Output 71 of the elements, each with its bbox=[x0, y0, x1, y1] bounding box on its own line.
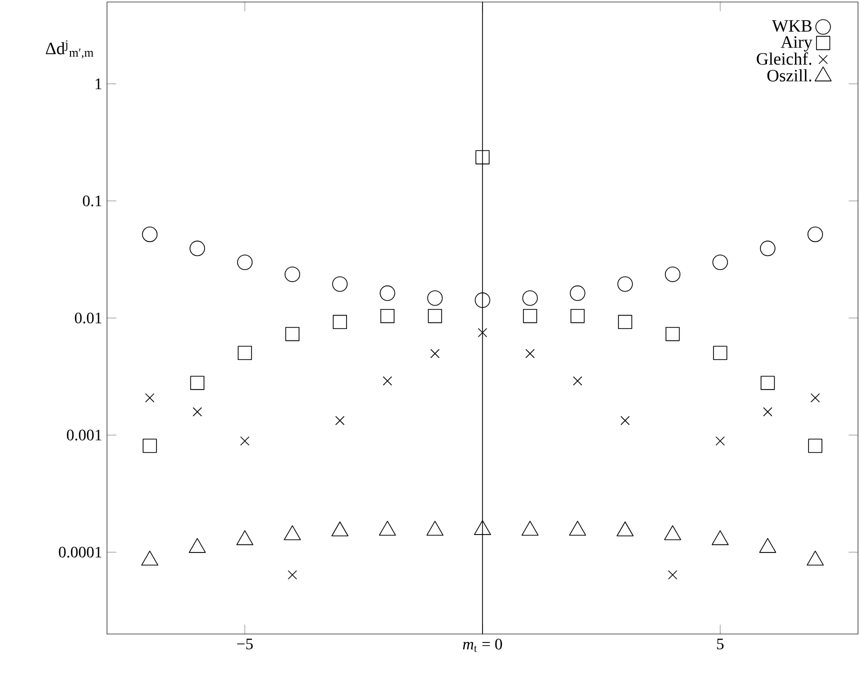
point bbox=[284, 266, 300, 282]
point bbox=[190, 240, 206, 256]
point bbox=[331, 521, 348, 536]
y-tick-label: 0.1 bbox=[82, 195, 102, 206]
point bbox=[142, 226, 158, 242]
point bbox=[664, 525, 682, 540]
point bbox=[190, 376, 204, 390]
point bbox=[806, 550, 824, 566]
point bbox=[570, 285, 586, 301]
point bbox=[145, 393, 154, 402]
point bbox=[522, 520, 539, 536]
legend-label: Airy bbox=[780, 36, 812, 52]
point bbox=[569, 520, 586, 536]
point bbox=[426, 520, 444, 536]
point bbox=[474, 520, 491, 535]
point bbox=[141, 550, 158, 566]
point bbox=[712, 530, 729, 546]
point bbox=[332, 314, 347, 330]
point bbox=[570, 308, 585, 324]
point bbox=[763, 407, 772, 416]
point bbox=[237, 254, 253, 270]
point bbox=[188, 538, 206, 553]
y-tick-label: 0.001 bbox=[66, 430, 102, 441]
point bbox=[240, 436, 250, 446]
point bbox=[142, 438, 157, 453]
point bbox=[332, 276, 348, 292]
point bbox=[620, 416, 630, 426]
point bbox=[236, 530, 254, 546]
x-tick-label: m$_{t}$ = 0 bbox=[462, 638, 502, 652]
point bbox=[760, 240, 776, 256]
point bbox=[712, 254, 728, 270]
y-tick-label: 1 bbox=[96, 78, 102, 90]
y-axis-title: Δd$^{j}$m′,m bbox=[46, 40, 94, 58]
point bbox=[618, 314, 632, 330]
legend-label: Oszill. bbox=[767, 69, 812, 82]
point bbox=[664, 266, 680, 282]
point bbox=[666, 326, 680, 342]
point bbox=[335, 416, 345, 426]
y-tick-label: 0.01 bbox=[74, 312, 102, 324]
point bbox=[380, 285, 396, 301]
point bbox=[713, 346, 728, 360]
x-tick-label: 5 bbox=[717, 638, 724, 650]
point bbox=[716, 436, 725, 446]
legend-label: Gleichf. bbox=[756, 52, 812, 65]
point bbox=[285, 326, 300, 342]
point bbox=[810, 393, 820, 402]
point bbox=[380, 308, 395, 324]
legend-label: WKB bbox=[772, 20, 812, 32]
point bbox=[284, 525, 301, 540]
point bbox=[238, 346, 252, 360]
point bbox=[760, 376, 775, 390]
point bbox=[759, 538, 776, 553]
y-tick-label: 0.0001 bbox=[58, 546, 102, 558]
point bbox=[617, 276, 633, 292]
point bbox=[616, 521, 634, 536]
point bbox=[378, 520, 396, 536]
point bbox=[522, 290, 538, 306]
point bbox=[428, 308, 442, 324]
point bbox=[382, 376, 392, 386]
point bbox=[525, 348, 535, 358]
point bbox=[808, 438, 822, 453]
point bbox=[808, 226, 823, 242]
point bbox=[522, 308, 538, 324]
point bbox=[192, 407, 202, 416]
point bbox=[474, 292, 490, 308]
point bbox=[430, 348, 440, 358]
point bbox=[475, 150, 490, 164]
point bbox=[572, 376, 582, 386]
point bbox=[427, 290, 443, 306]
point bbox=[478, 328, 488, 338]
x-tick-label: −5 bbox=[237, 638, 253, 650]
